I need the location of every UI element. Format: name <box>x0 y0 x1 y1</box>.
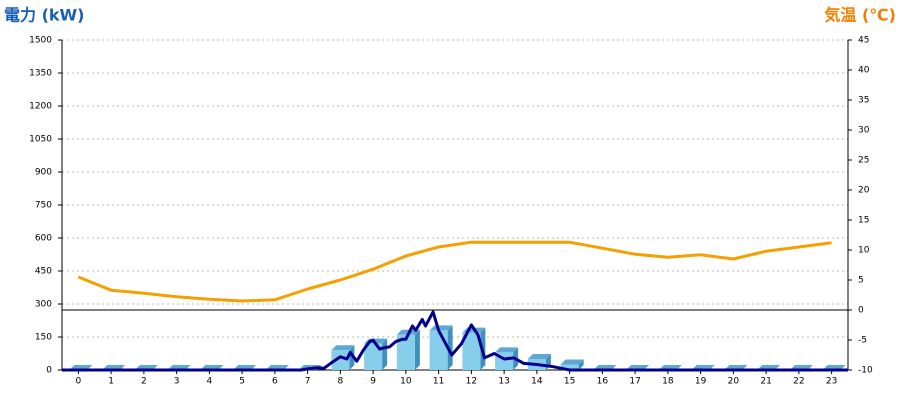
y-tick-label: 600 <box>35 234 52 244</box>
y2-tick-label: 20 <box>858 186 870 196</box>
bar-side <box>447 325 453 370</box>
bar-side <box>382 338 388 370</box>
bar <box>560 364 579 370</box>
x-tick-label: 10 <box>400 377 412 387</box>
x-tick-label: 15 <box>564 377 575 387</box>
y-tick-label: 300 <box>35 300 52 310</box>
y-tick-label: 1350 <box>29 69 52 79</box>
y-tick-label: 750 <box>35 201 52 211</box>
y2-tick-label: 45 <box>858 36 869 46</box>
bar <box>429 330 448 370</box>
x-tick-label: 7 <box>305 377 311 387</box>
y-tick-label: 0 <box>46 366 52 376</box>
x-tick-label: 1 <box>108 377 114 387</box>
y2-tick-label: 30 <box>858 126 870 136</box>
x-tick-label: 19 <box>695 377 707 387</box>
y-tick-label: 1050 <box>29 135 52 145</box>
x-tick-label: 4 <box>207 377 213 387</box>
bar <box>331 350 350 370</box>
bar <box>462 332 481 370</box>
bar-top <box>495 347 519 353</box>
bar <box>364 343 383 370</box>
x-tick-label: 3 <box>174 377 180 387</box>
x-tick-label: 8 <box>338 377 344 387</box>
y2-title: 気温 (℃) <box>824 6 896 25</box>
y2-tick-label: 0 <box>858 306 864 316</box>
x-tick-label: 23 <box>826 377 837 387</box>
y2-tick-label: 10 <box>858 246 870 256</box>
x-tick-label: 18 <box>662 377 674 387</box>
bar-top <box>429 325 453 331</box>
x-tick-label: 2 <box>141 377 147 387</box>
y-tick-label: 1200 <box>29 102 52 112</box>
bar-side <box>414 329 420 370</box>
y2-tick-label: 40 <box>858 66 870 76</box>
bar-side <box>578 359 584 370</box>
x-tick-label: 13 <box>498 377 509 387</box>
bar-top <box>527 354 551 359</box>
x-tick-label: 6 <box>272 377 278 387</box>
x-tick-label: 11 <box>433 377 444 387</box>
x-tick-label: 5 <box>239 377 245 387</box>
y2-tick-label: 15 <box>858 216 869 226</box>
y-tick-label: 450 <box>35 267 52 277</box>
y-tick-label: 1500 <box>29 36 52 46</box>
bar-top <box>331 345 355 351</box>
y2-tick-label: 35 <box>858 96 869 106</box>
x-tick-label: 14 <box>531 377 543 387</box>
x-tick-label: 16 <box>597 377 609 387</box>
x-tick-label: 0 <box>76 377 82 387</box>
y2-tick-label: -10 <box>858 366 873 376</box>
x-tick-label: 22 <box>793 377 804 387</box>
x-tick-label: 21 <box>760 377 771 387</box>
y2-tick-label: -5 <box>858 336 867 346</box>
y-tick-label: 150 <box>35 333 52 343</box>
x-tick-label: 9 <box>370 377 376 387</box>
x-tick-label: 12 <box>466 377 477 387</box>
x-tick-label: 17 <box>629 377 640 387</box>
bar-top <box>560 359 584 365</box>
y-title: 電力 (kW) <box>4 6 85 25</box>
y-tick-label: 900 <box>35 168 52 178</box>
line <box>62 310 848 372</box>
line <box>77 240 832 303</box>
y2-tick-label: 25 <box>858 156 869 166</box>
bar <box>396 334 415 370</box>
x-tick-label: 20 <box>728 377 740 387</box>
y2-tick-label: 5 <box>858 276 864 286</box>
